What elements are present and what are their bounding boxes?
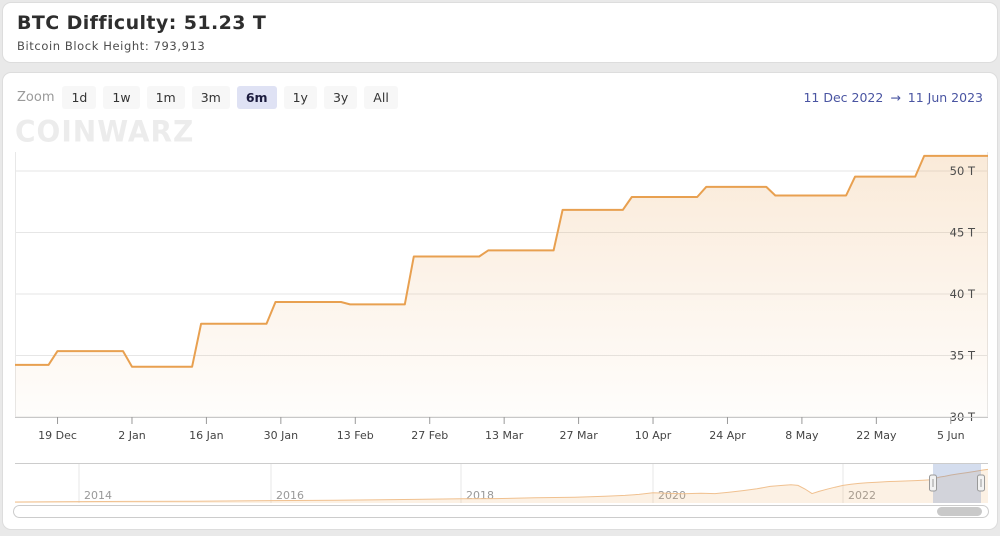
x-axis-label: 10 Apr: [634, 429, 672, 442]
chart-toolbar: Zoom 1d 1w 1m 3m 6m 1y 3y All 11 Dec 2022 → 11 Ju…: [17, 85, 983, 109]
navigator-year-label: 2014: [84, 489, 112, 502]
x-axis-label: 30 Jan: [263, 429, 299, 442]
date-range: 11 Dec 2022 → 11 Jun 2023: [803, 90, 983, 105]
zoom-button-1m[interactable]: 1m: [146, 85, 185, 109]
y-axis-label: 50 T: [950, 164, 976, 178]
chart-card: Zoom 1d 1w 1m 3m 6m 1y 3y All 11 Dec 2022 → 11 Ju…: [2, 72, 998, 530]
x-axis-label: 24 Apr: [709, 429, 746, 442]
navigator-year-label: 2020: [658, 489, 686, 502]
navigator-area: [15, 469, 988, 503]
scrollbar-thumb[interactable]: [937, 507, 982, 516]
range-to-input[interactable]: 11 Jun 2023: [907, 89, 983, 105]
zoom-button-6m[interactable]: 6m: [236, 85, 277, 109]
zoom-button-1w[interactable]: 1w: [103, 85, 140, 109]
navigator-year-label: 2016: [276, 489, 304, 502]
navigator[interactable]: 20142016201820202022: [15, 463, 988, 504]
zoom-button-3m[interactable]: 3m: [191, 85, 230, 109]
zoom-button-all[interactable]: All: [364, 85, 398, 109]
x-axis-label: 22 May: [856, 429, 897, 442]
difficulty-series[interactable]: [15, 154, 988, 368]
range-arrow-icon: →: [890, 89, 901, 105]
x-axis-label: 8 May: [785, 429, 819, 442]
x-axis-label: 27 Feb: [411, 429, 449, 442]
zoom-label: Zoom: [17, 89, 55, 105]
y-axis-label: 35 T: [950, 349, 976, 363]
x-axis-label: 5 Jun: [936, 429, 965, 442]
x-axis-label: 13 Mar: [485, 429, 524, 442]
x-axis-label: 19 Dec: [38, 429, 77, 442]
y-axis-label: 45 T: [950, 226, 976, 240]
x-axis-labels: 19 Dec 2 Jan 16 Jan 30 Jan 13 Feb 27 Feb 13 Ma…: [15, 429, 988, 445]
difficulty-area: [15, 155, 988, 417]
zoom-buttons: 1d 1w 1m 3m 6m 1y 3y All: [62, 85, 404, 109]
scrollbar-track[interactable]: [13, 505, 989, 518]
zoom-button-3y[interactable]: 3y: [323, 85, 358, 109]
navigator-year-label: 2022: [848, 489, 876, 502]
main-chart[interactable]: 30 T35 T40 T45 T50 T: [15, 152, 988, 426]
navigator-selection[interactable]: [933, 464, 981, 503]
zoom-button-1y[interactable]: 1y: [283, 85, 317, 109]
y-axis-label: 40 T: [950, 287, 976, 301]
header-card: BTC Difficulty: 51.23 T Bitcoin Block He…: [2, 2, 998, 63]
x-axis-label: 16 Jan: [189, 429, 224, 442]
zoom-button-1d[interactable]: 1d: [62, 85, 97, 109]
coinwarz-logo: COINWARZ: [15, 114, 195, 149]
block-height-subtitle: Bitcoin Block Height: 793,913: [17, 39, 206, 53]
x-axis-label: 27 Mar: [559, 429, 598, 442]
page-title: BTC Difficulty: 51.23 T: [17, 12, 267, 34]
x-axis-label: 13 Feb: [336, 429, 374, 442]
x-axis-label: 2 Jan: [118, 429, 146, 442]
range-from-input[interactable]: 11 Dec 2022: [803, 89, 884, 105]
